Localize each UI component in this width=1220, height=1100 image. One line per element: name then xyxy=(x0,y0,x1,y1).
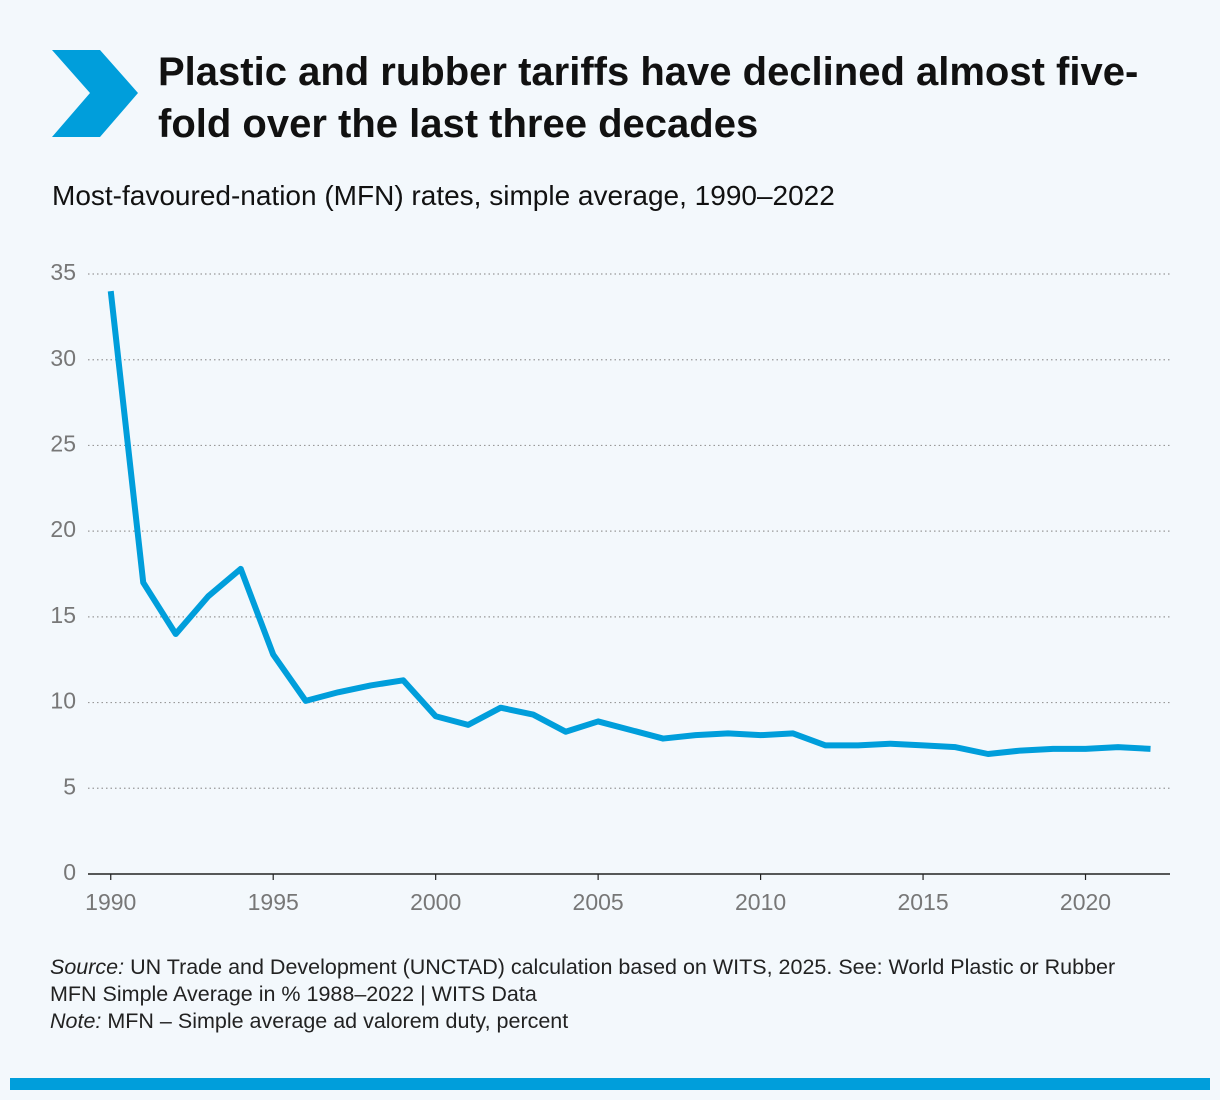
chart-title: Plastic and rubber tariffs have declined… xyxy=(158,50,1139,146)
x-tick-label: 2020 xyxy=(1060,889,1111,915)
note-label: Note: xyxy=(50,1009,102,1033)
note-text: MFN – Simple average ad valorem duty, pe… xyxy=(107,1009,569,1033)
x-tick-label: 1995 xyxy=(248,889,299,915)
x-tick-label: 2010 xyxy=(735,889,786,915)
y-tick-label: 5 xyxy=(63,773,76,799)
y-tick-label: 25 xyxy=(50,431,76,457)
line xyxy=(107,290,1151,757)
source-text: UN Trade and Development (UNCTAD) calcul… xyxy=(50,955,1116,1006)
chart-subtitle: Most-favoured-nation (MFN) rates, simple… xyxy=(52,180,835,211)
chevron-icon xyxy=(52,50,138,137)
x-tick-label: 1990 xyxy=(85,889,136,915)
y-tick-label: 35 xyxy=(50,259,76,285)
y-tick-label: 30 xyxy=(50,345,76,371)
x-tick-label: 2005 xyxy=(573,889,624,915)
y-tick-label: 10 xyxy=(50,688,76,714)
source-label: Source: xyxy=(50,955,125,979)
y-tick-label: 0 xyxy=(63,859,76,885)
x-tick-label: 2000 xyxy=(410,889,461,915)
footnote: Source: UN Trade and Development (UNCTAD… xyxy=(50,954,1150,1035)
y-tick-label: 20 xyxy=(50,516,76,542)
y-tick-label: 15 xyxy=(50,602,76,628)
bottom-bar xyxy=(10,1078,1210,1090)
x-tick-label: 2015 xyxy=(897,889,948,915)
